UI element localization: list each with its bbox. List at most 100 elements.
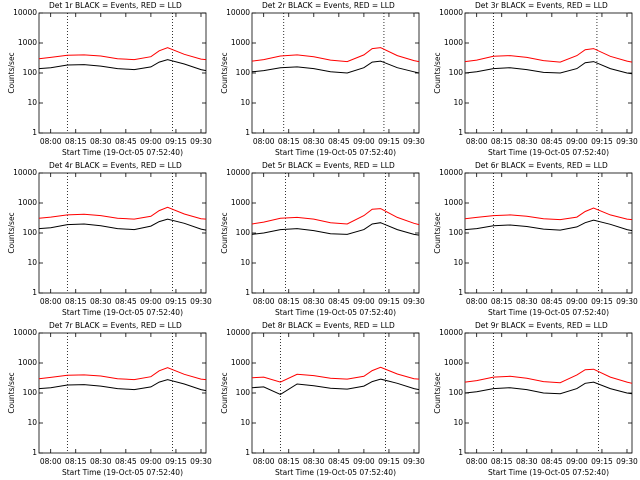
x-tick-label: 08:45 [541,297,563,306]
x-axis-label: Start Time (19-Oct-05 07:52:40) [275,308,396,317]
y-tick-label: 1000 [231,358,250,367]
x-tick-label: 08:30 [303,297,325,306]
x-tick-label: 09:30 [616,297,638,306]
x-tick-label: 08:15 [491,457,513,466]
chart-title: Det 9r BLACK = Events, RED = LLD [475,321,608,330]
x-tick-label: 08:00 [466,457,488,466]
y-tick-label: 1000 [18,38,37,47]
plot-frame [251,172,420,294]
y-tick-label: 100 [23,68,38,77]
x-tick-label: 08:00 [253,137,275,146]
y-tick-label: 10000 [13,328,37,337]
plot-frame [38,332,207,454]
y-tick-label: 10 [240,258,250,267]
x-tick-label: 08:45 [328,297,350,306]
y-tick-label: 10 [27,258,37,267]
y-tick-label: 100 [236,68,251,77]
x-tick-label: 09:15 [165,457,187,466]
y-tick-label: 1 [32,128,37,137]
y-tick-label: 10 [453,98,463,107]
y-tick-label: 1000 [18,198,37,207]
y-axis-label: Counts/sec [7,212,16,253]
x-tick-label: 09:30 [403,457,425,466]
y-tick-label: 1000 [444,198,463,207]
x-tick-label: 08:45 [328,137,350,146]
chart-title: Det 1r BLACK = Events, RED = LLD [49,1,182,10]
x-axis-label: Start Time (19-Oct-05 07:52:40) [488,148,609,157]
y-tick-label: 10 [27,418,37,427]
x-tick-label: 09:15 [378,137,400,146]
x-tick-label: 08:45 [541,457,563,466]
y-tick-label: 1000 [231,38,250,47]
y-axis-label: Counts/sec [433,52,442,93]
x-tick-label: 09:00 [353,137,375,146]
series-line [38,367,207,381]
y-tick-label: 10000 [439,168,463,177]
x-tick-label: 08:00 [40,457,62,466]
x-tick-label: 09:30 [616,457,638,466]
x-tick-label: 08:30 [303,457,325,466]
x-tick-label: 09:15 [165,297,187,306]
x-tick-label: 08:15 [278,457,300,466]
x-tick-label: 09:15 [165,137,187,146]
x-tick-label: 09:30 [190,137,212,146]
x-tick-label: 08:45 [115,297,137,306]
y-tick-label: 10 [453,418,463,427]
series-line [38,379,207,392]
x-tick-label: 09:00 [566,457,588,466]
series-line [464,381,633,395]
x-tick-label: 08:00 [253,297,275,306]
series-line [251,208,420,226]
x-tick-label: 08:30 [90,297,112,306]
series-line [38,218,207,231]
y-tick-label: 10000 [226,8,250,17]
x-tick-label: 08:00 [40,137,62,146]
y-tick-label: 100 [449,388,464,397]
y-tick-label: 1000 [231,198,250,207]
y-tick-label: 100 [236,388,251,397]
y-tick-label: 10 [240,98,250,107]
x-tick-label: 09:15 [591,457,613,466]
series-line [464,207,633,221]
x-axis-label: Start Time (19-Oct-05 07:52:40) [488,468,609,477]
y-tick-label: 10000 [13,168,37,177]
x-tick-label: 08:30 [303,137,325,146]
y-tick-label: 100 [23,228,38,237]
series-line [38,59,207,72]
plot-frame [38,172,207,294]
y-tick-label: 1000 [18,358,37,367]
x-tick-label: 09:00 [140,457,162,466]
x-tick-label: 08:45 [115,457,137,466]
x-tick-label: 08:15 [65,297,87,306]
x-axis-label: Start Time (19-Oct-05 07:52:40) [62,308,183,317]
x-tick-label: 09:15 [378,457,400,466]
series-line [464,61,633,75]
series-line [464,48,633,63]
y-axis-label: Counts/sec [433,212,442,253]
x-axis-label: Start Time (19-Oct-05 07:52:40) [488,308,609,317]
y-tick-label: 100 [236,228,251,237]
series-line [251,47,420,63]
series-line [251,378,420,395]
x-tick-label: 08:45 [115,137,137,146]
y-tick-label: 10 [27,98,37,107]
x-tick-label: 09:00 [566,137,588,146]
y-tick-label: 10000 [226,168,250,177]
series-line [464,219,633,232]
plot-frame [464,172,633,294]
x-tick-label: 08:30 [516,457,538,466]
x-tick-label: 08:00 [40,297,62,306]
x-tick-label: 09:00 [353,457,375,466]
x-tick-label: 08:15 [491,297,513,306]
x-tick-label: 08:30 [516,297,538,306]
y-axis-label: Counts/sec [7,372,16,413]
series-line [251,60,420,74]
x-tick-label: 09:00 [566,297,588,306]
series-line [251,366,420,383]
x-tick-label: 08:15 [65,457,87,466]
y-tick-label: 1 [32,448,37,457]
x-tick-label: 08:00 [466,297,488,306]
x-tick-label: 09:00 [140,297,162,306]
y-tick-label: 10 [453,258,463,267]
